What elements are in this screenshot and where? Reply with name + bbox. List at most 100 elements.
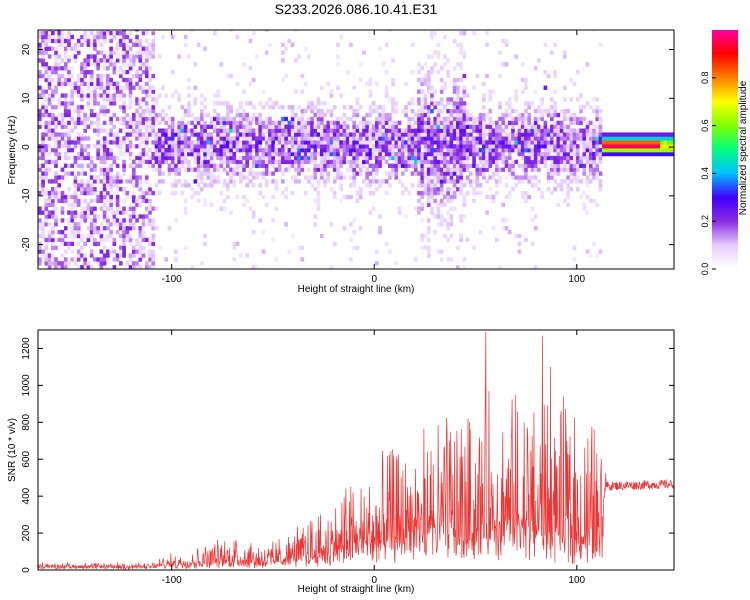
spectrogram-cell bbox=[452, 101, 457, 106]
spectrogram-cell bbox=[530, 128, 535, 133]
spectrogram-cell bbox=[494, 159, 499, 165]
spectrogram-cell bbox=[54, 62, 58, 67]
spectrogram-cell bbox=[504, 163, 509, 168]
spectrogram-cell bbox=[423, 183, 428, 188]
spectrogram-cell bbox=[76, 155, 81, 161]
spectrogram-cell bbox=[559, 124, 564, 129]
spectrogram-cell bbox=[177, 128, 181, 133]
spectrogram-cell bbox=[225, 163, 230, 168]
spectrogram-cell bbox=[44, 97, 49, 102]
spectrogram-cell bbox=[232, 144, 237, 149]
spectrogram-cell bbox=[70, 66, 75, 71]
spectrogram-cell bbox=[400, 128, 405, 133]
spectrogram-cell bbox=[439, 89, 444, 94]
spectrogram-cell bbox=[47, 38, 52, 44]
spectrogram-cell bbox=[345, 132, 350, 137]
spectrogram-cell bbox=[135, 183, 139, 188]
spectrogram-cell bbox=[264, 159, 269, 165]
spectrogram-cell bbox=[598, 116, 603, 122]
spectrogram-cell bbox=[148, 198, 152, 204]
colorbar-tick-label: 0.2 bbox=[700, 215, 710, 228]
spectrogram-cell bbox=[459, 175, 463, 180]
spectrogram-cell bbox=[119, 218, 123, 223]
spectrogram-cell bbox=[316, 194, 321, 200]
spectrogram-cell bbox=[122, 34, 126, 40]
spectrogram-cell bbox=[119, 233, 123, 239]
spectrogram-cell bbox=[358, 62, 363, 67]
spectrogram-cell bbox=[238, 132, 243, 137]
spectrogram-cell bbox=[122, 241, 126, 246]
spectrogram-cell bbox=[559, 167, 564, 172]
spectrogram-cell bbox=[187, 144, 191, 149]
spectrogram-cell bbox=[232, 120, 237, 126]
spectrogram-cell bbox=[190, 140, 194, 145]
spectrogram-cell bbox=[99, 105, 104, 110]
spectrogram-cell bbox=[524, 167, 528, 172]
spectrogram-cell bbox=[381, 120, 386, 126]
spectrogram-cell bbox=[426, 105, 431, 110]
spectrogram-cell bbox=[384, 93, 389, 98]
spectrogram-cell bbox=[138, 116, 143, 122]
spectrogram-cell bbox=[371, 175, 376, 180]
spectrogram-cell bbox=[109, 93, 113, 98]
spectrogram-cell bbox=[384, 42, 389, 47]
spectrogram-cell bbox=[209, 116, 214, 122]
spectrogram-cell bbox=[553, 167, 557, 172]
spectrogram-cell bbox=[585, 128, 590, 133]
spectrogram-cell bbox=[575, 136, 580, 141]
spectrogram-cell bbox=[475, 163, 480, 168]
spectrogram-cell bbox=[449, 222, 454, 227]
spectrogram-cell bbox=[465, 109, 470, 114]
spectrogram-cell bbox=[112, 69, 117, 75]
spectrogram-cell bbox=[339, 148, 344, 153]
spectrogram-cell bbox=[93, 93, 97, 98]
spectrogram-cell bbox=[446, 194, 450, 200]
spectrogram-cell bbox=[300, 245, 305, 250]
spectrogram-cell bbox=[413, 206, 418, 211]
spectrogram-cell bbox=[585, 183, 590, 188]
spectrogram-cell bbox=[47, 253, 52, 258]
spectrogram-cell bbox=[407, 190, 412, 196]
spectrogram-cell bbox=[109, 249, 113, 254]
spectrogram-cell bbox=[287, 124, 292, 129]
spectrogram-cell bbox=[38, 190, 42, 196]
spectrogram-cell bbox=[469, 112, 473, 118]
spectrogram-cell bbox=[488, 144, 493, 149]
spectrogram-cell bbox=[569, 187, 574, 192]
spectrogram-cell bbox=[345, 124, 350, 129]
spectrogram-cell bbox=[141, 30, 146, 36]
spectrogram-cell bbox=[556, 159, 561, 165]
snr-y-tick-label: 1000 bbox=[21, 374, 32, 397]
spectrogram-cell bbox=[660, 144, 664, 149]
spectrogram-cell bbox=[242, 109, 246, 114]
spectrogram-cell bbox=[200, 179, 204, 184]
spectrogram-cell bbox=[582, 171, 587, 176]
spectrogram-cell bbox=[329, 265, 334, 269]
spectrogram-cell bbox=[245, 155, 250, 161]
spectrogram-cell bbox=[537, 144, 541, 149]
spectrogram-cell bbox=[592, 167, 596, 172]
spectrogram-cell bbox=[144, 140, 149, 145]
spectrogram-cell bbox=[76, 73, 81, 79]
spectrogram-cell bbox=[109, 128, 113, 133]
spectrogram-cell bbox=[115, 46, 120, 51]
spectrogram-cell bbox=[410, 132, 415, 137]
spectrogram-cell bbox=[456, 93, 460, 98]
spectrogram-cell bbox=[407, 124, 412, 129]
spectrogram-cell bbox=[543, 155, 548, 161]
spectrogram-cell bbox=[144, 54, 149, 59]
spectrogram-cell bbox=[553, 155, 557, 161]
spectrogram-cell bbox=[274, 179, 279, 184]
spectrogram-cell bbox=[70, 202, 75, 207]
spectrogram-cell bbox=[352, 179, 356, 184]
spectrogram-cell bbox=[507, 167, 512, 172]
spectrogram-cell bbox=[394, 144, 399, 149]
spectrogram-cell bbox=[462, 183, 467, 188]
spectrogram-cell bbox=[439, 167, 444, 172]
spectrogram-cell bbox=[306, 128, 311, 133]
spectrogram-cell bbox=[112, 214, 117, 219]
spectrogram-cell bbox=[284, 144, 288, 149]
spectrogram-cell bbox=[115, 210, 120, 215]
spectrogram-cell bbox=[368, 151, 373, 157]
spectrogram-cell bbox=[193, 101, 198, 106]
